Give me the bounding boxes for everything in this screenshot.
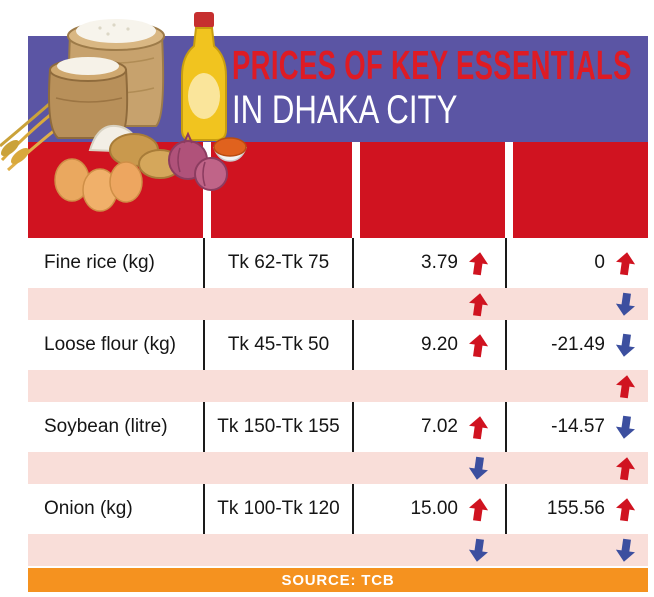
- trend-arrow-icon: [468, 497, 489, 522]
- source-bar: SOURCE: TCB: [28, 568, 648, 592]
- change-value: 15.00: [410, 498, 458, 519]
- trend-arrow-icon: [615, 497, 636, 522]
- price-range: Tk 100-Tk 120: [217, 498, 340, 519]
- change-value: 7.02: [421, 416, 458, 437]
- eggs-icon: [54, 158, 143, 212]
- trend-arrow-icon: [468, 456, 489, 481]
- change-value: 0: [594, 252, 605, 273]
- trend-arrow-icon: [615, 374, 636, 399]
- trend-arrow-icon: [468, 415, 489, 440]
- food-collage: [0, 12, 248, 212]
- trend-arrow-icon: [468, 333, 489, 358]
- table-header-cell: [352, 142, 505, 238]
- trend-arrow-icon: [468, 251, 489, 276]
- change-value: 155.56: [546, 498, 605, 519]
- item-label: Onion (kg): [44, 498, 133, 519]
- trend-arrow-icon: [468, 292, 489, 317]
- page-title: PRICES OF KEY ESSENTIALS: [232, 42, 632, 88]
- soybean-oil-bottle-icon: [181, 12, 227, 141]
- change-value: 3.79: [421, 252, 458, 273]
- change-value: -21.49: [551, 334, 605, 355]
- price-range: Tk 45-Tk 50: [227, 334, 330, 355]
- jute-bag-icon: [48, 57, 129, 139]
- trend-arrow-icon: [615, 292, 636, 317]
- source-label: SOURCE: TCB: [281, 571, 395, 589]
- price-range: Tk 62-Tk 75: [227, 252, 330, 273]
- onions-icon: [168, 131, 228, 191]
- table-row: Loose flour (kg) Tk 45-Tk 50 9.20 -21.49: [28, 320, 648, 370]
- price-range: Tk 150-Tk 155: [217, 416, 340, 437]
- spacer-row: [28, 534, 648, 566]
- spacer-row: [28, 452, 648, 484]
- spacer-row: [28, 370, 648, 402]
- page-subtitle: IN DHAKA CITY: [232, 88, 458, 132]
- table-row: Onion (kg) Tk 100-Tk 120 15.00 155.56: [28, 484, 648, 534]
- trend-arrow-icon: [615, 251, 636, 276]
- table-header-cell: [505, 142, 648, 238]
- trend-arrow-icon: [615, 415, 636, 440]
- price-table: Fine rice (kg) Tk 62-Tk 75 3.79 0 Loose …: [28, 238, 648, 566]
- change-value: -14.57: [551, 416, 605, 437]
- spacer-row: [28, 288, 648, 320]
- trend-arrow-icon: [615, 538, 636, 563]
- trend-arrow-icon: [615, 456, 636, 481]
- table-row: Soybean (litre) Tk 150-Tk 155 7.02 -14.5…: [28, 402, 648, 452]
- item-label: Fine rice (kg): [44, 252, 155, 273]
- item-label: Loose flour (kg): [44, 334, 177, 355]
- trend-arrow-icon: [615, 333, 636, 358]
- change-value: 9.20: [421, 334, 458, 355]
- table-row: Fine rice (kg) Tk 62-Tk 75 3.79 0: [28, 238, 648, 288]
- trend-arrow-icon: [468, 538, 489, 563]
- lentils-bowl-icon: [212, 137, 248, 162]
- item-label: Soybean (litre): [44, 416, 168, 437]
